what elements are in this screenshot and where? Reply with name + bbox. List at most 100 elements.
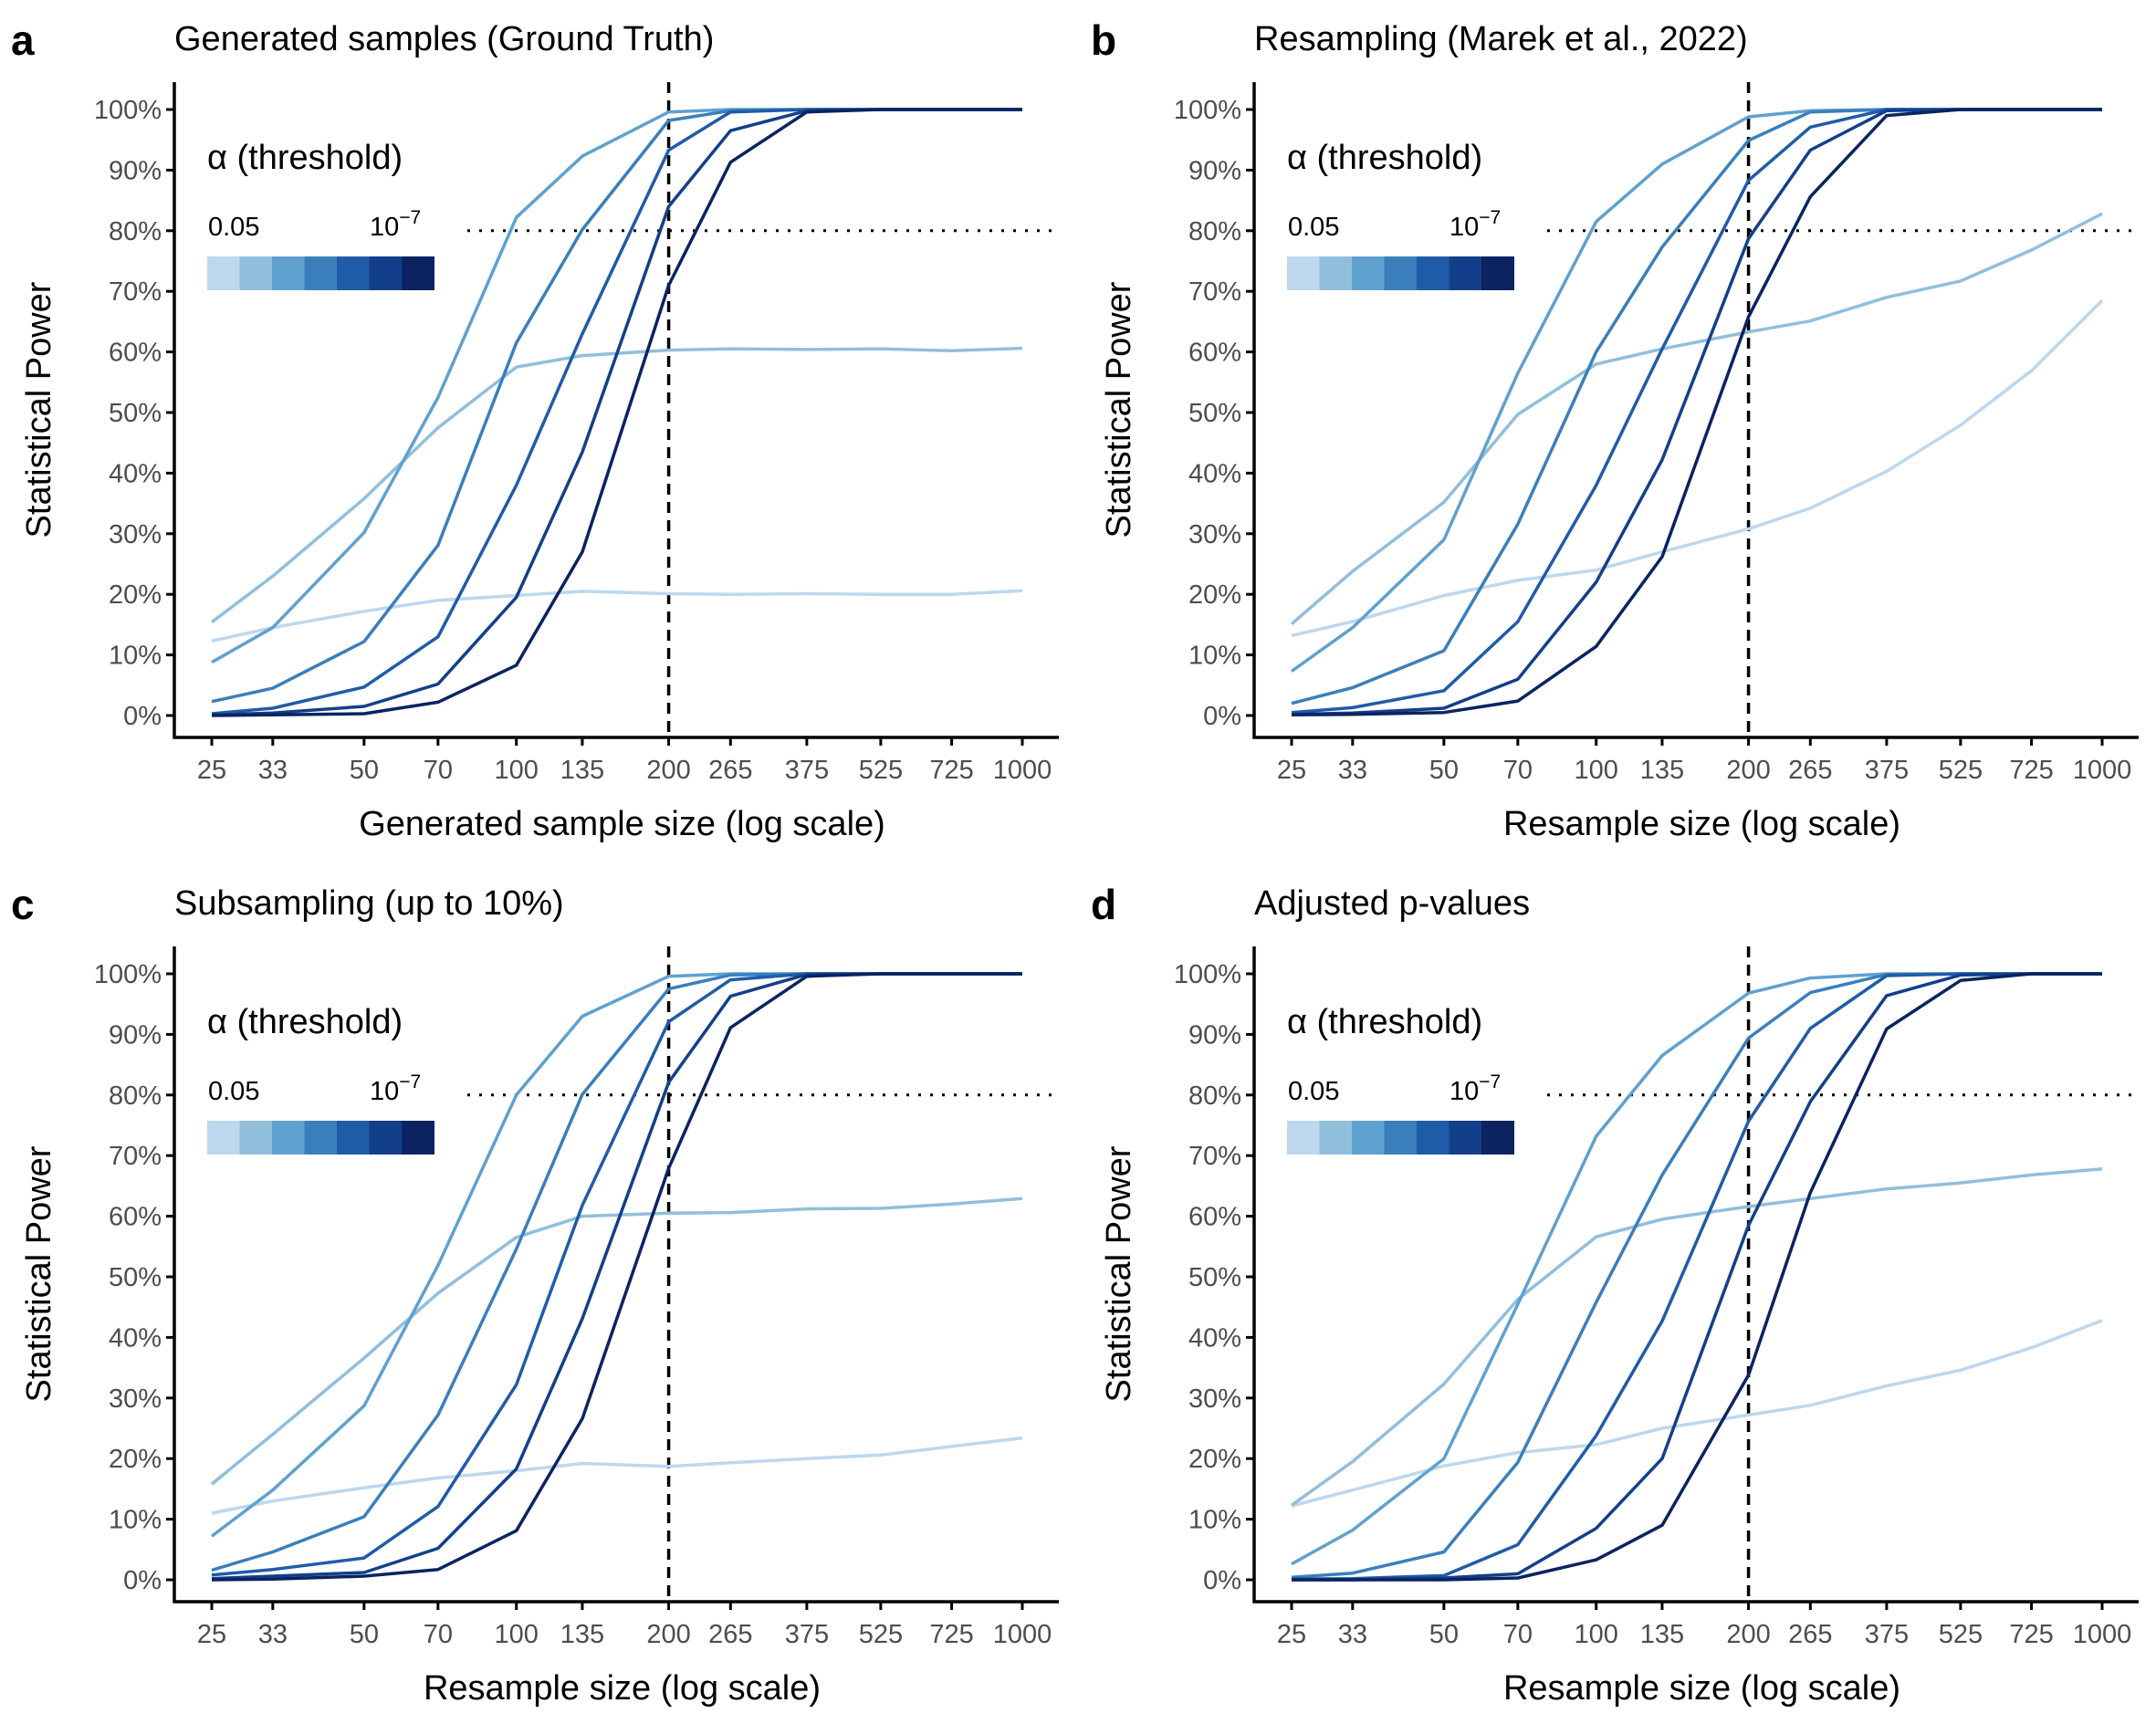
x-tick-label: 25: [197, 1620, 226, 1649]
legend-swatch-1: [207, 256, 240, 290]
x-axis-title: Resample size (log scale): [1503, 1669, 1900, 1708]
y-tick-label: 100%: [94, 960, 162, 989]
series-line-2: [1290, 1167, 2103, 1507]
y-tick-label: 10%: [1188, 1506, 1241, 1535]
panel-b: b Resampling (Marek et al., 2022) 0% 10% 20%…: [1091, 16, 2139, 843]
x-tick-label: 33: [1338, 1620, 1367, 1649]
x-tick-label: 135: [1640, 756, 1684, 785]
x-axis-title: Resample size (log scale): [1503, 805, 1900, 843]
x-tick-label: 200: [646, 1620, 690, 1649]
y-tick-label: 60%: [1188, 339, 1241, 368]
x-tick-label: 375: [1865, 1620, 1909, 1649]
x-tick-label: 375: [785, 1620, 829, 1649]
x-tick-label: 200: [1726, 1620, 1770, 1649]
series-line-3: [1290, 108, 2102, 673]
y-tick-label: 10%: [109, 642, 162, 671]
y-tick-label: 50%: [109, 1263, 162, 1292]
series-line-6: [211, 108, 1022, 717]
x-axis-title: Resample size (log scale): [424, 1669, 821, 1708]
legend-title: α (threshold): [207, 139, 403, 177]
x-tick-label: 725: [929, 756, 973, 785]
x-tick-label: 33: [258, 1620, 288, 1649]
y-tick-label: 0%: [1203, 702, 1241, 731]
y-tick-label: 10%: [109, 1506, 162, 1535]
y-tick-label: 40%: [109, 1323, 162, 1353]
y-tick-label: 80%: [109, 1081, 162, 1111]
y-axis-title: Statistical Power: [1100, 281, 1138, 538]
series-line-2: [210, 346, 1023, 624]
y-tick-label: 30%: [109, 1384, 162, 1414]
legend-swatch-4: [1384, 1121, 1418, 1155]
y-tick-label: 90%: [109, 156, 162, 185]
legend-swatch-1: [207, 1121, 240, 1155]
series-line-6: [211, 972, 1022, 1581]
x-tick-label: 100: [495, 1620, 539, 1649]
x-tick-label: 100: [495, 756, 539, 785]
legend: α (threshold) 0.05 10−7: [1287, 1003, 1514, 1155]
y-tick-label: 30%: [1188, 520, 1241, 549]
x-tick-label: 100: [1575, 756, 1618, 785]
x-tick-label: 100: [1575, 1620, 1618, 1649]
x-tick-label: 1000: [2073, 1620, 2132, 1649]
y-tick-label: 20%: [109, 1445, 162, 1474]
legend-swatch-2: [1319, 256, 1353, 290]
x-tick-label: 525: [1939, 1620, 1983, 1649]
legend-swatch-2: [239, 256, 273, 290]
x-tick-label: 265: [708, 1620, 752, 1649]
y-tick-label: 20%: [1188, 580, 1241, 610]
x-tick-label: 725: [2009, 1620, 2053, 1649]
y-tick-label: 70%: [109, 277, 162, 307]
x-tick-label: 33: [258, 756, 288, 785]
legend-swatch-2: [1319, 1121, 1353, 1155]
series-line-7: [1291, 108, 2102, 717]
legend-swatch-7: [1481, 256, 1514, 290]
series-line-7: [211, 108, 1022, 717]
legend-swatch-7: [1481, 1121, 1514, 1155]
panel-letter: d: [1091, 881, 1116, 928]
series-line-5: [211, 972, 1022, 1577]
x-tick-label: 1000: [993, 1620, 1052, 1649]
legend-high-label: 10−7: [1450, 207, 1501, 242]
x-tick-label: 25: [197, 756, 226, 785]
legend-swatch-4: [304, 1121, 338, 1155]
legend-swatch-5: [337, 1121, 370, 1155]
legend-swatch-6: [1449, 256, 1482, 290]
legend-low-label: 0.05: [208, 1077, 259, 1106]
series-line-2: [210, 1196, 1023, 1486]
legend-high-label: 10−7: [370, 207, 421, 242]
y-tick-label: 20%: [1188, 1445, 1241, 1474]
x-tick-label: 50: [350, 1620, 379, 1649]
legend-swatch-6: [1449, 1121, 1482, 1155]
panel-title: Adjusted p-values: [1254, 884, 1530, 923]
y-tick-label: 30%: [109, 520, 162, 549]
legend-title: α (threshold): [1287, 139, 1482, 177]
y-tick-label: 50%: [1188, 399, 1241, 428]
series-line-5: [1291, 972, 2102, 1582]
y-tick-label: 100%: [1174, 96, 1241, 125]
legend-swatch-3: [1352, 1121, 1385, 1155]
y-tick-label: 100%: [1174, 960, 1241, 989]
y-tick-label: 0%: [123, 702, 162, 731]
legend-swatch-7: [402, 1121, 434, 1155]
legend-swatch-5: [337, 256, 370, 290]
legend-swatch-7: [402, 256, 434, 290]
y-tick-label: 60%: [109, 339, 162, 368]
x-tick-label: 25: [1277, 1620, 1306, 1649]
series-line-1: [211, 589, 1023, 643]
x-tick-label: 375: [785, 756, 829, 785]
x-tick-label: 525: [859, 756, 903, 785]
y-tick-label: 20%: [109, 580, 162, 610]
x-tick-label: 265: [708, 756, 752, 785]
x-tick-label: 200: [1726, 756, 1770, 785]
x-tick-label: 50: [1429, 1620, 1459, 1649]
panel-letter: b: [1091, 16, 1116, 64]
panel-d: d Adjusted p-values 0% 10% 20% 30% 40% 50% 60% 70…: [1091, 881, 2139, 1708]
series-line-1: [211, 1436, 1023, 1515]
x-tick-label: 70: [424, 756, 453, 785]
legend-swatch-2: [239, 1121, 273, 1155]
panel-title: Resampling (Marek et al., 2022): [1254, 20, 1748, 58]
x-tick-label: 50: [350, 756, 379, 785]
x-tick-label: 1000: [993, 756, 1052, 785]
y-tick-label: 90%: [109, 1020, 162, 1050]
y-tick-label: 40%: [1188, 1323, 1241, 1353]
